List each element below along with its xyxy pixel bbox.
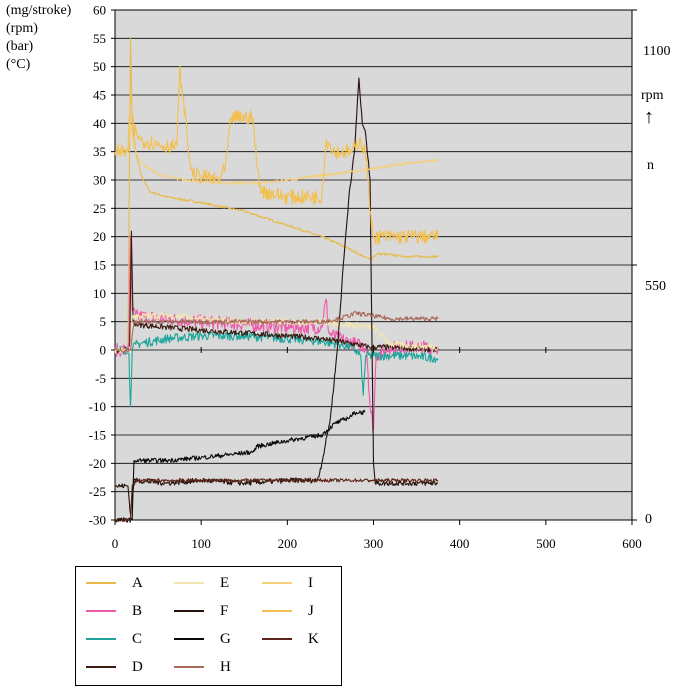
y-tick-label: -5 (95, 371, 106, 386)
y-tick-label: 0 (100, 343, 107, 358)
legend-swatch (174, 582, 204, 584)
right-axis-label-0: 0 (645, 512, 652, 527)
y-tick-label: -20 (89, 456, 106, 471)
legend-label: A (132, 574, 143, 591)
legend-label: C (132, 630, 143, 647)
y-tick-label: 25 (93, 201, 106, 216)
y-axis-title-celsius: (°C) (6, 57, 31, 72)
y-tick-label: 15 (93, 258, 106, 273)
legend-item-K: K (262, 629, 319, 649)
y-axis-title-rpm: (rpm) (6, 21, 38, 36)
y-tick-label: -25 (89, 484, 106, 499)
legend-label: K (308, 630, 319, 647)
legend-swatch (262, 582, 292, 584)
legend-label: H (220, 658, 231, 675)
y-axis-title-bar: (bar) (6, 39, 34, 54)
x-tick-label: 500 (536, 536, 556, 551)
legend-label: E (220, 574, 230, 591)
x-tick-label: 300 (364, 536, 384, 551)
y-tick-label: -30 (89, 513, 106, 528)
legend-item-J: J (262, 601, 314, 621)
legend-swatch (174, 638, 204, 640)
y-tick-label: -15 (89, 428, 106, 443)
line-chart: 605550454035302520151050-5-10-15-20-25-3… (89, 3, 642, 552)
legend-swatch (174, 610, 204, 612)
legend-label: B (132, 602, 143, 619)
series-line-H (114, 310, 439, 353)
y-tick-label: 40 (93, 116, 106, 131)
y-tick-label: 30 (93, 173, 106, 188)
legend-item-B: B (86, 601, 142, 621)
legend-swatch (86, 638, 116, 640)
legend-label: D (132, 658, 143, 675)
legend-item-H: H (174, 657, 231, 677)
legend-item-C: C (86, 629, 142, 649)
legend-swatch (86, 582, 116, 584)
y-tick-label: 10 (93, 286, 106, 301)
legend-swatch (262, 610, 292, 612)
y-tick-label: 60 (93, 3, 106, 18)
legend-item-A: A (86, 573, 143, 593)
legend-label: G (220, 630, 231, 647)
series-line-A (114, 37, 439, 352)
legend-item-E: E (174, 573, 229, 593)
series-line-D (114, 230, 439, 354)
y-tick-label: 55 (93, 31, 106, 46)
legend-swatch (86, 666, 116, 668)
right-axis-label-550: 550 (645, 279, 666, 294)
series-line-K (114, 478, 439, 523)
y-tick-label: -10 (89, 399, 106, 414)
legend-item-I: I (262, 573, 313, 593)
x-tick-label: 400 (450, 536, 470, 551)
y-tick-label: 35 (93, 144, 106, 159)
y-tick-label: 45 (93, 88, 106, 103)
legend-label: F (220, 602, 229, 619)
x-tick-label: 600 (622, 536, 642, 551)
right-axis-label-1100: 1100 (643, 44, 671, 59)
legend-swatch (262, 638, 292, 640)
x-tick-label: 200 (278, 536, 298, 551)
y-tick-label: 20 (93, 229, 106, 244)
right-axis-unit: rpm (641, 88, 664, 103)
series-line-J (114, 66, 439, 245)
y-tick-label: 50 (93, 59, 106, 74)
legend-item-D: D (86, 657, 143, 677)
series-line-I (114, 122, 439, 185)
series-line-G (114, 409, 366, 523)
y-axis-title-mg-stroke: (mg/stroke) (6, 3, 72, 18)
x-tick-label: 100 (191, 536, 211, 551)
legend-swatch (174, 666, 204, 668)
right-axis-symbol: n (647, 158, 654, 173)
legend-item-F: F (174, 601, 228, 621)
x-tick-label: 0 (112, 536, 119, 551)
legend-swatch (86, 610, 116, 612)
right-axis-arrow: ↑ (644, 106, 654, 128)
legend-label: J (308, 602, 314, 619)
legend-label: I (308, 574, 313, 591)
legend-item-G: G (174, 629, 231, 649)
y-tick-label: 5 (100, 314, 107, 329)
